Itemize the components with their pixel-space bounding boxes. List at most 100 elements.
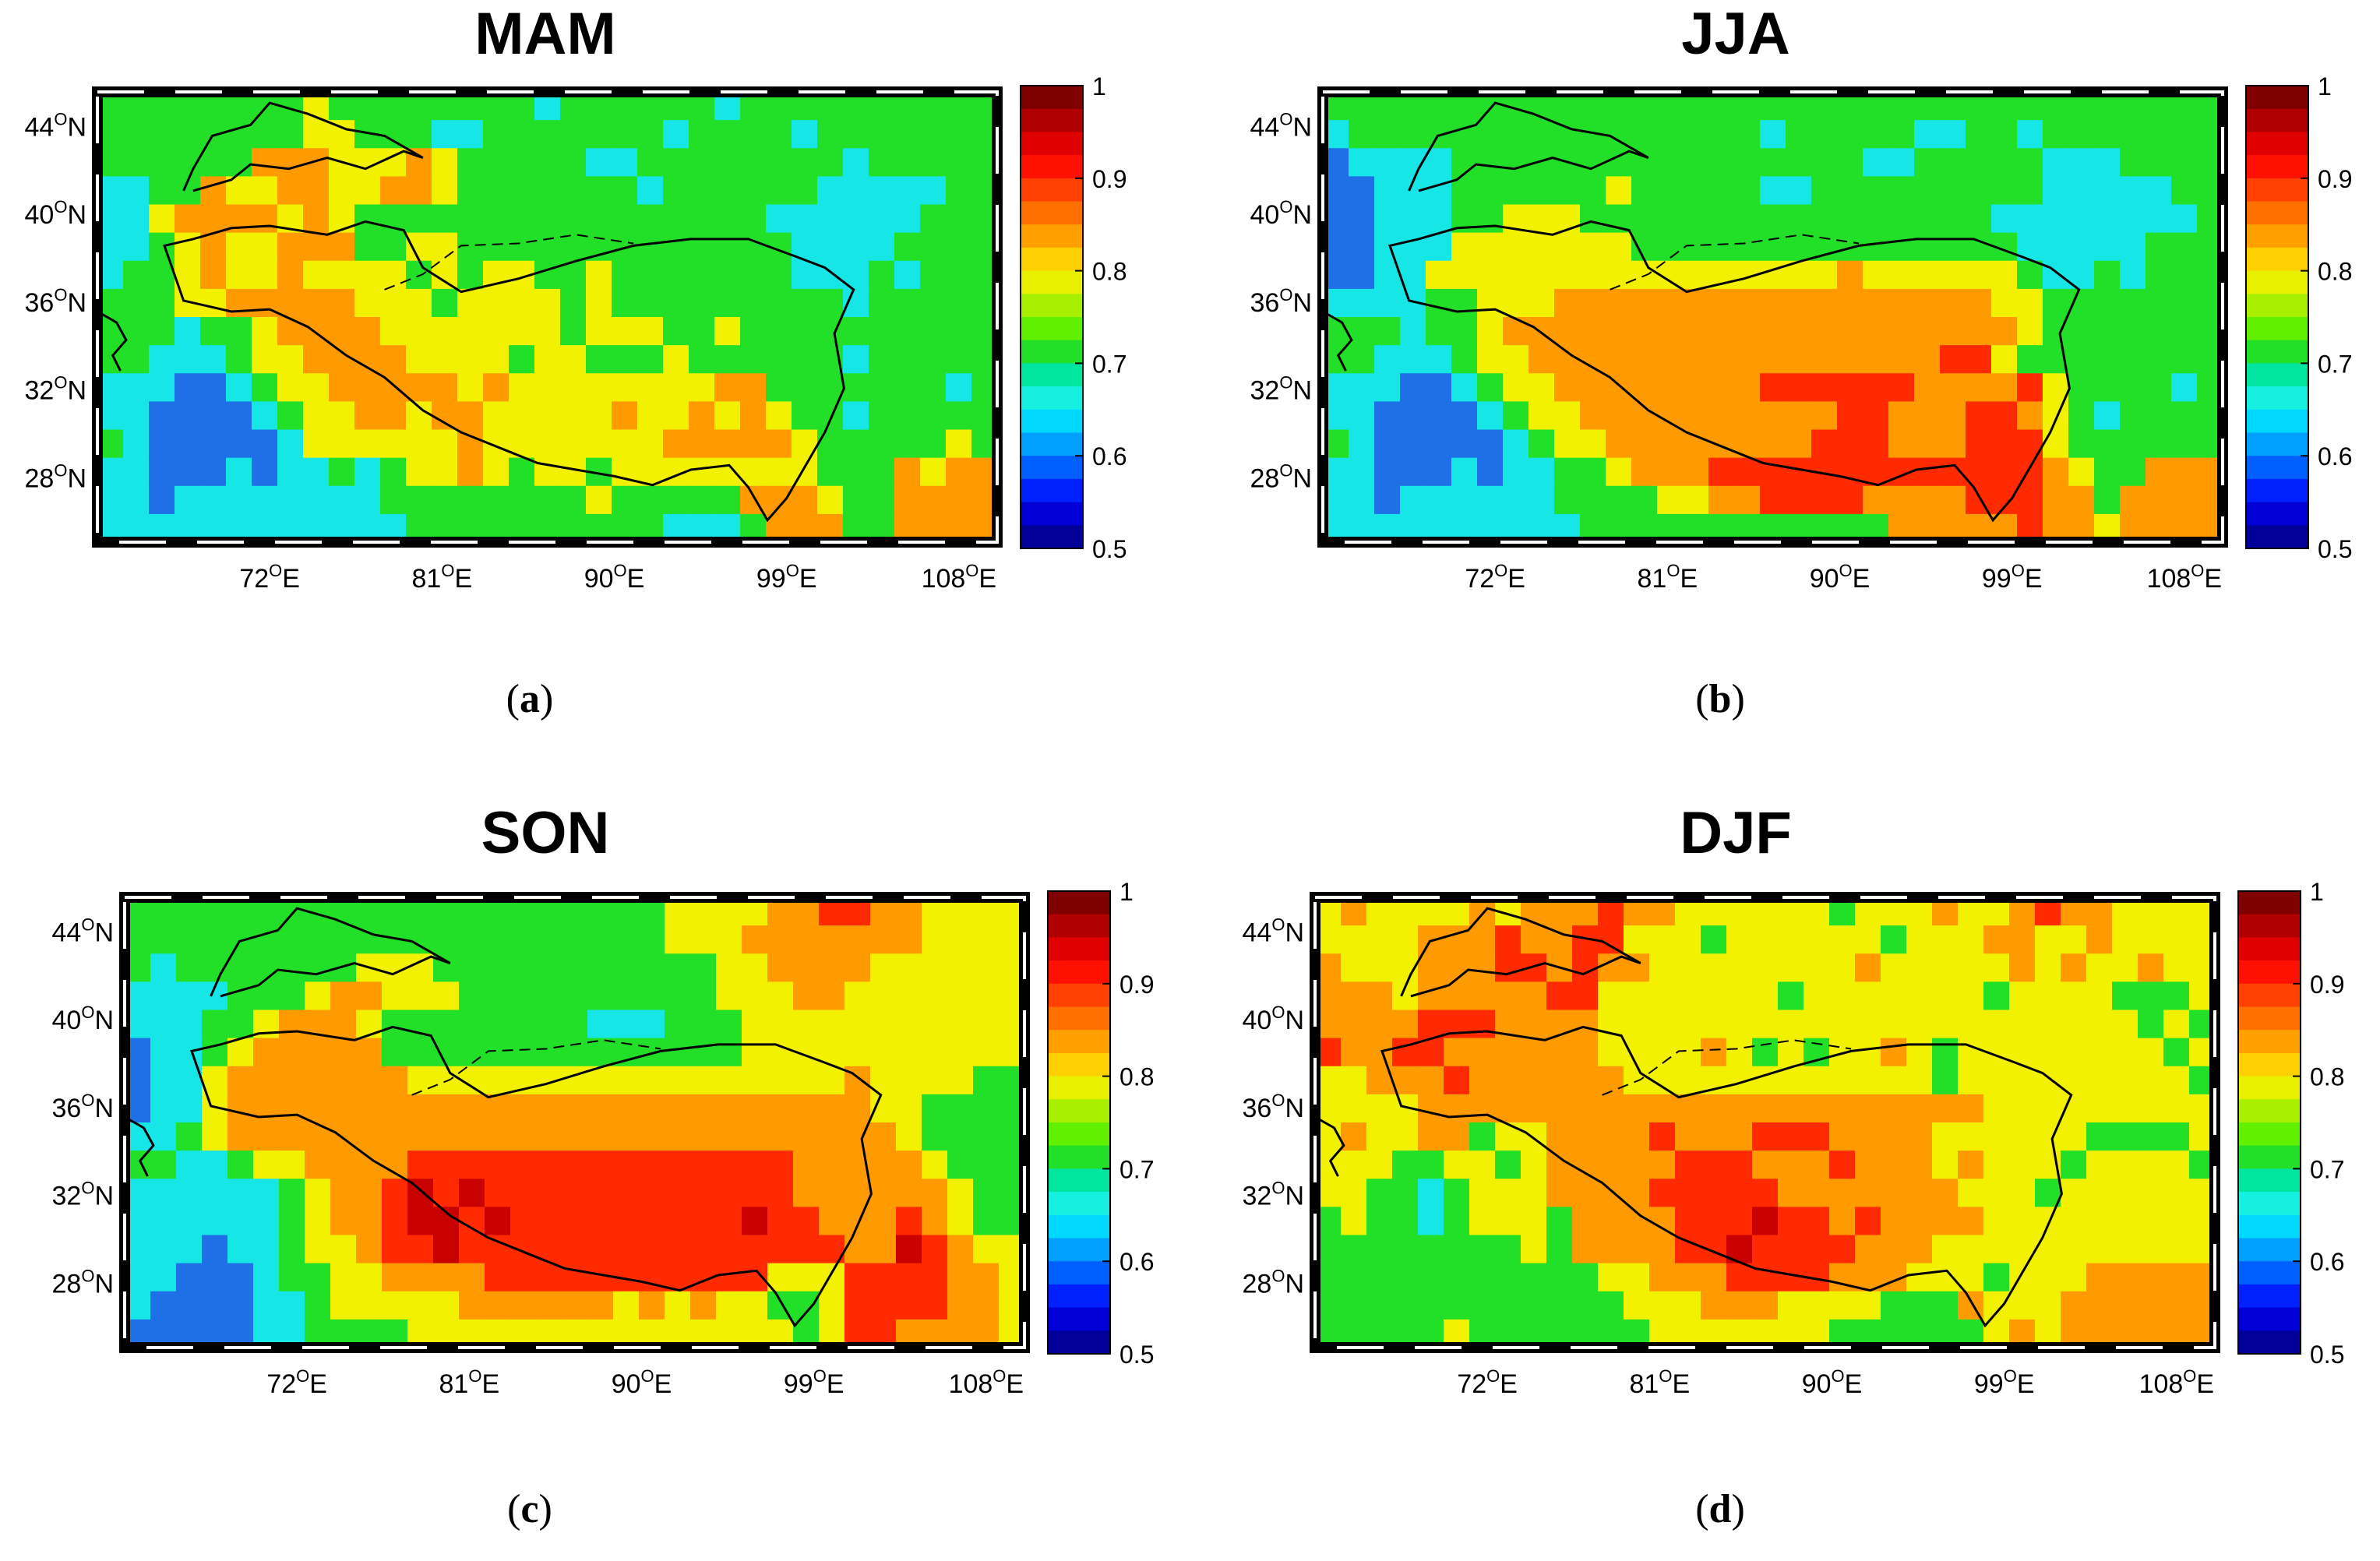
heatmap-cell bbox=[1631, 176, 1658, 206]
lon-tick-label: 90OE bbox=[612, 1366, 672, 1399]
heatmap-cell bbox=[510, 1094, 537, 1123]
heatmap-cell bbox=[1752, 1010, 1779, 1039]
heatmap-cell bbox=[252, 232, 278, 262]
heatmap-cell bbox=[1829, 1010, 1856, 1039]
heatmap-cell bbox=[1786, 317, 1812, 346]
heatmap-cell bbox=[1572, 1235, 1599, 1264]
heatmap-cell bbox=[973, 1150, 1000, 1179]
colorbar-swatch bbox=[2238, 1192, 2301, 1216]
colorbar-swatch bbox=[2246, 386, 2308, 411]
colorbar-frame bbox=[2245, 85, 2309, 549]
heatmap-cell bbox=[637, 120, 664, 149]
heatmap-cell bbox=[176, 1235, 203, 1264]
heatmap-cell bbox=[1580, 288, 1606, 318]
heatmap-cell bbox=[1701, 1038, 1727, 1067]
heatmap-cell bbox=[1966, 232, 1992, 262]
heatmap-cell bbox=[562, 925, 588, 954]
heatmap-cell bbox=[534, 120, 561, 149]
heatmap-cell bbox=[2146, 485, 2172, 515]
caption-letter: a bbox=[520, 677, 540, 721]
heatmap-cell bbox=[2120, 345, 2146, 374]
heatmap-cell bbox=[1528, 429, 1555, 459]
heatmap-cell bbox=[1469, 1179, 1496, 1207]
heatmap-cell bbox=[1392, 1235, 1419, 1264]
heatmap-cell bbox=[303, 457, 330, 487]
heatmap-cell bbox=[2086, 925, 2113, 954]
heatmap-cell bbox=[2043, 485, 2069, 515]
heatmap-cell bbox=[1804, 925, 1830, 954]
lat-tick-label: 36ON bbox=[24, 285, 86, 318]
heatmap-cell bbox=[1469, 1038, 1496, 1067]
colorbar-swatch bbox=[2246, 108, 2308, 132]
colorbar-swatch bbox=[1021, 502, 1083, 526]
heatmap-cell bbox=[562, 1235, 588, 1264]
border-line bbox=[384, 234, 634, 291]
heatmap-cell bbox=[227, 1150, 254, 1179]
heatmap-cell bbox=[1675, 1038, 1701, 1067]
heatmap-cell bbox=[226, 485, 252, 515]
heatmap-cell bbox=[536, 1263, 562, 1292]
colorbar-tick-label: 0.7 bbox=[1119, 1155, 1154, 1183]
degree-mark: O bbox=[1666, 561, 1680, 580]
heatmap-cell bbox=[202, 1150, 228, 1179]
heatmap-cell bbox=[1786, 176, 1812, 206]
heatmap-cell bbox=[176, 925, 203, 954]
heatmap-cell bbox=[844, 1038, 871, 1067]
heatmap-cell bbox=[483, 401, 509, 431]
heatmap-cell bbox=[742, 1207, 768, 1236]
heatmap-cell bbox=[1804, 1291, 1830, 1320]
heatmap-cell bbox=[123, 120, 150, 149]
heatmap-cell bbox=[1881, 1207, 1907, 1236]
heatmap-cell bbox=[1932, 1094, 1959, 1123]
heatmap-cell bbox=[1906, 1179, 1933, 1207]
heatmap-cell bbox=[1837, 288, 1863, 318]
heatmap-cell bbox=[586, 401, 612, 431]
heatmap-cell bbox=[510, 981, 537, 1011]
heatmap-cell bbox=[1837, 429, 1863, 459]
heatmap-cell bbox=[253, 1235, 280, 1264]
heatmap-cell bbox=[870, 1235, 897, 1264]
heatmap-cell bbox=[2171, 288, 2198, 318]
heatmap-cell bbox=[1418, 981, 1444, 1011]
heatmap-cell bbox=[1546, 1291, 1573, 1320]
heatmap-cell bbox=[1932, 1263, 1959, 1292]
heatmap-cell bbox=[2035, 981, 2061, 1011]
heatmap-cell bbox=[1503, 401, 1529, 431]
heatmap-cell bbox=[1572, 1010, 1599, 1039]
heatmap-cell bbox=[1734, 120, 1761, 149]
lon-tick-label: 72OE bbox=[266, 1366, 327, 1399]
heatmap-cell bbox=[690, 1235, 717, 1264]
heatmap-cell bbox=[330, 925, 357, 954]
heatmap-cell bbox=[380, 288, 407, 318]
heatmap-cell bbox=[483, 232, 509, 262]
heatmap-cell bbox=[1760, 401, 1786, 431]
colorbar-swatch bbox=[1021, 432, 1083, 456]
heatmap-cell bbox=[1701, 1207, 1727, 1236]
lat-suffix: N bbox=[1285, 918, 1304, 947]
heatmap-cell bbox=[1708, 401, 1735, 431]
colorbar-swatch bbox=[2238, 1261, 2301, 1285]
heatmap-cell bbox=[382, 981, 408, 1011]
heatmap-cell bbox=[2094, 204, 2121, 234]
heatmap-cell bbox=[2017, 176, 2043, 206]
heatmap-cell bbox=[509, 148, 535, 177]
heatmap-cell bbox=[1624, 1038, 1650, 1067]
heatmap-cell bbox=[200, 148, 227, 177]
heatmap-cell bbox=[1503, 176, 1529, 206]
heatmap-cell bbox=[1837, 401, 1863, 431]
colorbar-swatch bbox=[2238, 1238, 2301, 1262]
heatmap-cell bbox=[252, 148, 278, 177]
heatmap-cell bbox=[227, 1038, 254, 1067]
heatmap-cell bbox=[123, 317, 150, 346]
lat-suffix: N bbox=[94, 1006, 114, 1035]
heatmap-cell bbox=[612, 288, 638, 318]
heatmap-cell bbox=[1906, 1235, 1933, 1264]
heatmap-cell bbox=[716, 1291, 742, 1320]
heatmap-cell bbox=[2146, 288, 2172, 318]
heatmap-cell bbox=[1786, 373, 1812, 402]
heatmap-cell bbox=[1958, 1038, 1984, 1067]
degree-mark: O bbox=[2183, 1366, 2196, 1386]
degree-mark: O bbox=[1279, 460, 1292, 480]
heatmap-cell bbox=[1932, 1066, 1959, 1095]
heatmap-cell bbox=[1598, 1263, 1624, 1292]
